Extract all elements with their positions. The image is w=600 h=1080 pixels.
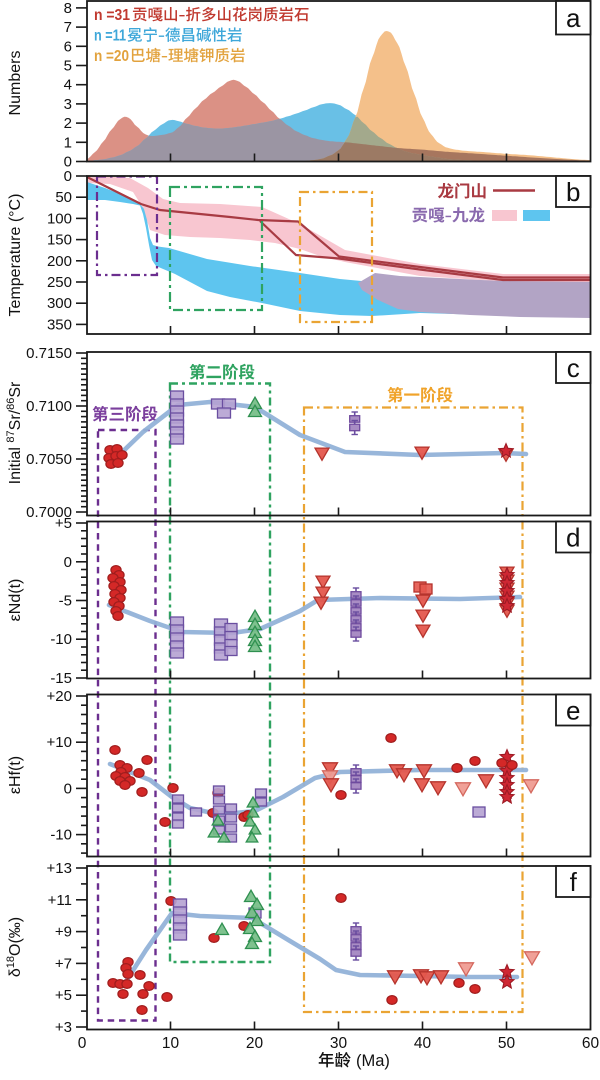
svg-text:n =11: n =11 bbox=[94, 28, 126, 45]
svg-text:-5: -5 bbox=[59, 593, 72, 610]
svg-text:+13: +13 bbox=[47, 860, 72, 877]
svg-text:f: f bbox=[570, 867, 578, 897]
svg-text:50: 50 bbox=[498, 1035, 516, 1052]
svg-text:250: 250 bbox=[47, 274, 72, 291]
svg-text:+5: +5 bbox=[55, 987, 72, 1004]
svg-text:c: c bbox=[567, 353, 580, 383]
svg-text:e: e bbox=[566, 696, 580, 726]
svg-text:+9: +9 bbox=[55, 924, 72, 941]
svg-text:0: 0 bbox=[64, 154, 72, 171]
svg-text:b: b bbox=[566, 177, 580, 207]
svg-text:150: 150 bbox=[47, 232, 72, 249]
svg-text:200: 200 bbox=[47, 253, 72, 270]
svg-text:100: 100 bbox=[47, 210, 72, 227]
svg-text:0.7100: 0.7100 bbox=[26, 398, 72, 415]
svg-text:10: 10 bbox=[162, 1035, 180, 1052]
svg-text:50: 50 bbox=[55, 189, 72, 206]
svg-text:n =31: n =31 bbox=[94, 7, 130, 24]
svg-text:60: 60 bbox=[582, 1035, 600, 1052]
svg-text:+10: +10 bbox=[47, 734, 72, 751]
svg-text:7: 7 bbox=[64, 19, 72, 36]
svg-text:8: 8 bbox=[64, 0, 72, 17]
svg-text:εNd(t): εNd(t) bbox=[7, 579, 24, 622]
svg-text:2: 2 bbox=[64, 115, 72, 132]
svg-text:+7: +7 bbox=[55, 955, 72, 972]
svg-text:-15: -15 bbox=[50, 670, 72, 687]
svg-text:0: 0 bbox=[64, 780, 72, 797]
svg-text:Numbers: Numbers bbox=[7, 51, 24, 116]
svg-text:+5: +5 bbox=[55, 515, 72, 532]
svg-text:n =20: n =20 bbox=[94, 48, 129, 65]
svg-text:20: 20 bbox=[246, 1035, 264, 1052]
svg-text:+3: +3 bbox=[55, 1019, 72, 1036]
svg-text:5: 5 bbox=[64, 58, 72, 75]
svg-text:350: 350 bbox=[47, 316, 72, 333]
svg-text:a: a bbox=[566, 3, 581, 33]
svg-text:+20: +20 bbox=[47, 688, 72, 705]
svg-text:300: 300 bbox=[47, 295, 72, 312]
svg-text:-10: -10 bbox=[50, 827, 72, 844]
svg-text:4: 4 bbox=[64, 77, 72, 94]
svg-text:0.7000: 0.7000 bbox=[26, 504, 72, 521]
svg-text:30: 30 bbox=[330, 1035, 348, 1052]
svg-text:(Ma): (Ma) bbox=[356, 1052, 390, 1070]
svg-text:3: 3 bbox=[64, 96, 72, 113]
svg-text:+11: +11 bbox=[48, 892, 72, 909]
svg-text:d: d bbox=[566, 523, 580, 553]
svg-text:Temperature (°C): Temperature (°C) bbox=[7, 194, 24, 317]
svg-text:1: 1 bbox=[64, 134, 72, 151]
svg-text:0.7050: 0.7050 bbox=[26, 451, 72, 468]
svg-text:0: 0 bbox=[78, 1035, 87, 1052]
svg-text:-10: -10 bbox=[50, 631, 72, 648]
svg-text:εHf(t): εHf(t) bbox=[7, 756, 24, 794]
svg-text:0: 0 bbox=[64, 168, 72, 185]
svg-text:6: 6 bbox=[64, 38, 72, 55]
svg-text:0: 0 bbox=[64, 554, 72, 571]
svg-text:0.7150: 0.7150 bbox=[26, 345, 72, 362]
svg-text:40: 40 bbox=[414, 1035, 432, 1052]
